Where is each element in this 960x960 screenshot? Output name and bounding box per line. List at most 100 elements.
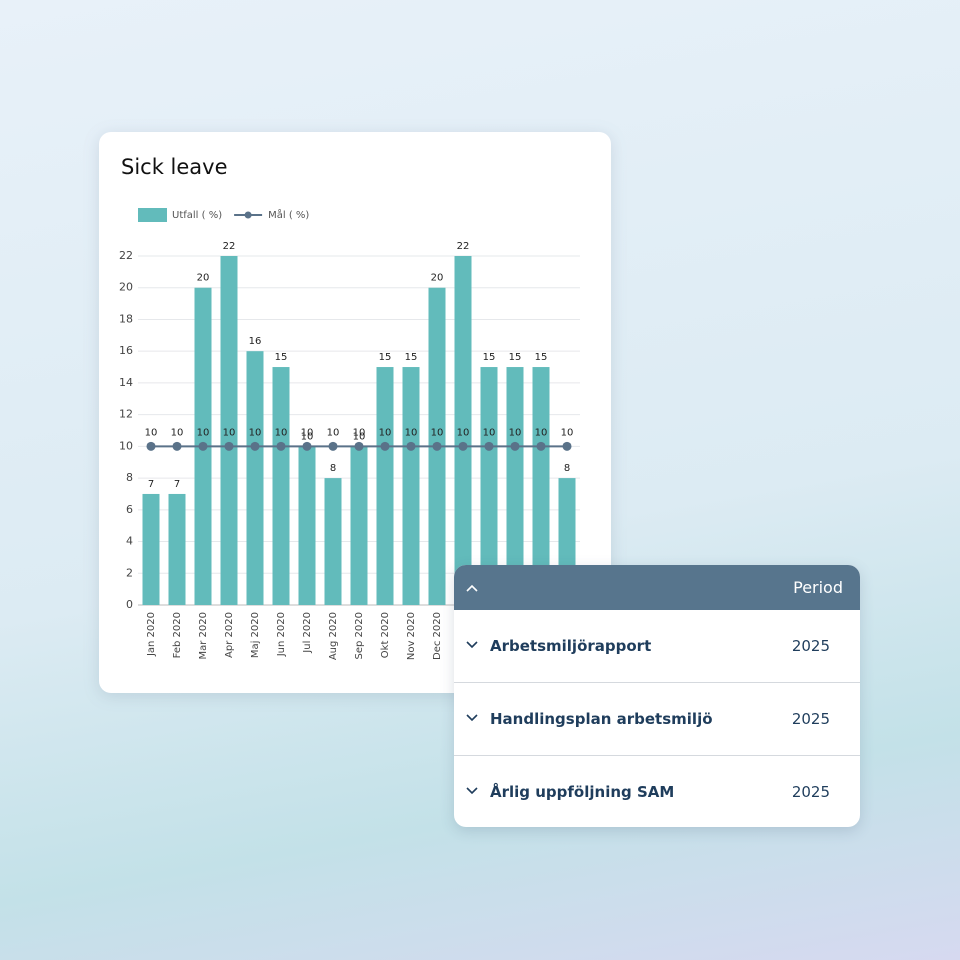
legend-swatch	[138, 208, 167, 222]
legend-label: Mål ( %)	[268, 208, 309, 221]
target-point	[224, 441, 234, 451]
chart-title: Sick leave	[121, 155, 228, 179]
target-point	[198, 441, 208, 451]
legend-label: Utfall ( %)	[172, 210, 222, 221]
bar-value-label: 10	[353, 431, 366, 442]
bar-value-label: 15	[535, 352, 548, 363]
bar	[376, 367, 394, 605]
x-tick-label: Dec 2020	[432, 612, 443, 660]
y-tick-label: 10	[119, 439, 133, 452]
x-tick-label: Okt 2020	[380, 612, 391, 658]
bar	[506, 367, 524, 605]
bar	[532, 367, 550, 605]
line-value-label: 10	[327, 427, 340, 438]
line-value-label: 10	[431, 427, 444, 438]
bar-value-label: 15	[379, 352, 392, 363]
expand-icon[interactable]	[466, 786, 478, 796]
bar-value-label: 20	[431, 273, 444, 284]
line-value-label: 10	[301, 427, 314, 438]
target-point	[562, 441, 572, 451]
line-value-label: 10	[249, 427, 262, 438]
bar-value-label: 15	[483, 352, 496, 363]
x-tick-label: Feb 2020	[172, 612, 183, 658]
row-period: 2025	[791, 710, 830, 728]
y-tick-label: 20	[119, 281, 133, 294]
bar	[246, 351, 264, 605]
bar	[480, 367, 498, 605]
line-value-label: 10	[379, 427, 392, 438]
collapse-icon[interactable]	[465, 583, 479, 593]
expand-icon[interactable]	[466, 713, 478, 723]
line-value-label: 10	[145, 427, 158, 438]
y-tick-label: 2	[126, 566, 133, 579]
line-value-label: 10	[483, 427, 496, 438]
bar-value-label: 8	[330, 463, 336, 474]
line-value-label: 10	[171, 427, 184, 438]
row-period: 2025	[791, 783, 830, 801]
bar	[298, 446, 316, 605]
line-value-label: 10	[405, 427, 418, 438]
bar	[142, 493, 160, 605]
bar	[220, 256, 238, 605]
bar-value-label: 7	[174, 479, 180, 490]
target-point	[380, 441, 390, 451]
bar	[454, 256, 472, 605]
bar-value-label: 10	[301, 431, 314, 442]
x-tick-label: Jul 2020	[302, 612, 313, 654]
table-row[interactable]: Årlig uppföljning SAM 2025	[454, 756, 860, 827]
target-point	[276, 441, 286, 451]
line-value-label: 10	[561, 427, 574, 438]
y-tick-label: 6	[126, 503, 133, 516]
target-point	[172, 441, 182, 451]
x-tick-label: Sep 2020	[354, 612, 365, 659]
line-value-label: 10	[509, 427, 522, 438]
table-row[interactable]: Handlingsplan arbetsmiljö 2025	[454, 683, 860, 756]
x-tick-label: Nov 2020	[406, 612, 417, 660]
bar	[350, 446, 368, 605]
y-tick-label: 8	[126, 471, 133, 484]
target-point	[510, 441, 520, 451]
row-period: 2025	[791, 637, 830, 655]
bar-value-label: 16	[249, 336, 262, 347]
line-value-label: 10	[535, 427, 548, 438]
target-point	[328, 441, 338, 451]
bar-value-label: 8	[564, 463, 570, 474]
target-point	[250, 441, 260, 451]
target-point	[458, 441, 468, 451]
y-tick-label: 0	[126, 598, 133, 611]
x-tick-label: Aug 2020	[328, 612, 339, 660]
table-row[interactable]: Arbetsmiljörapport 2025	[454, 610, 860, 683]
target-point	[484, 441, 494, 451]
period-header: Period	[793, 578, 843, 597]
x-tick-label: Maj 2020	[250, 612, 261, 658]
y-tick-label: 18	[119, 312, 133, 325]
x-tick-label: Mar 2020	[198, 612, 209, 660]
bar-value-label: 22	[223, 241, 236, 252]
expand-icon[interactable]	[466, 640, 478, 650]
bar	[324, 478, 342, 605]
line-value-label: 10	[197, 427, 210, 438]
target-point	[146, 441, 156, 451]
x-tick-label: Jan 2020	[146, 612, 157, 657]
table-header: Period	[454, 565, 860, 610]
table-card: Period Arbetsmiljörapport 2025 Handlings…	[454, 565, 860, 827]
line-value-label: 10	[275, 427, 288, 438]
bar	[168, 493, 186, 605]
bar-value-label: 15	[405, 352, 418, 363]
bar-value-label: 15	[275, 352, 288, 363]
bar-value-label: 15	[509, 352, 522, 363]
target-point	[432, 441, 442, 451]
bar	[402, 367, 420, 605]
row-title: Årlig uppföljning SAM	[490, 783, 675, 801]
target-point	[354, 441, 364, 451]
row-title: Arbetsmiljörapport	[490, 637, 652, 655]
y-tick-label: 14	[119, 376, 133, 389]
line-value-label: 10	[457, 427, 470, 438]
y-tick-label: 12	[119, 408, 133, 421]
bar-value-label: 22	[457, 241, 470, 252]
bar	[272, 367, 290, 605]
legend-swatch	[244, 211, 252, 219]
y-tick-label: 16	[119, 344, 133, 357]
y-tick-label: 4	[126, 535, 133, 548]
